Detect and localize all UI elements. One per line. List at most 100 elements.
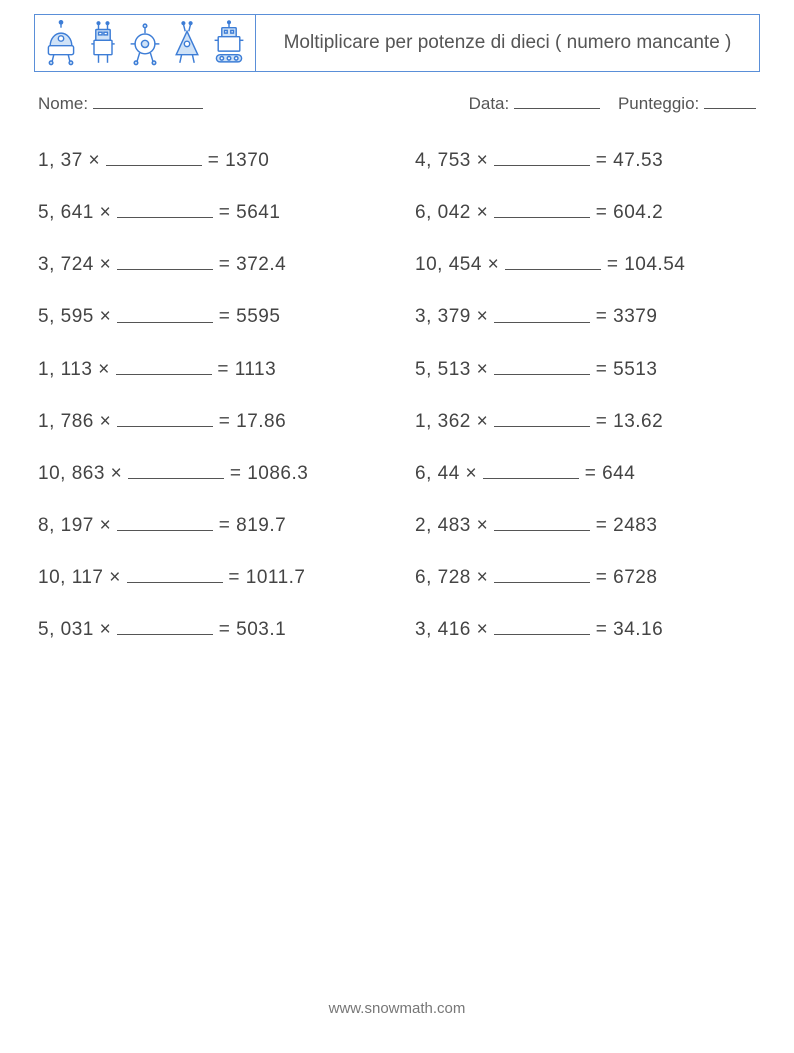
name-label: Nome: (38, 94, 88, 113)
problem: 4, 753 × = 47.53 (415, 150, 756, 172)
problem-result: 13.62 (613, 411, 663, 432)
problem-result: 1011.7 (246, 567, 306, 588)
problem-operand-a: 1, 362 (415, 411, 471, 432)
answer-blank[interactable] (494, 202, 590, 218)
problem-operand-a: 10, 863 (38, 463, 105, 484)
problem-operand-a: 6, 44 (415, 463, 460, 484)
problem: 10, 117 × = 1011.7 (38, 567, 379, 589)
problem-operand-a: 5, 641 (38, 202, 94, 223)
problem-result: 47.53 (613, 150, 663, 171)
problem: 3, 379 × = 3379 (415, 306, 756, 328)
answer-blank[interactable] (116, 359, 212, 375)
problem-operand-a: 2, 483 (415, 515, 471, 536)
problem-operand-a: 6, 042 (415, 202, 471, 223)
answer-blank[interactable] (117, 254, 213, 270)
answer-blank[interactable] (127, 567, 223, 583)
problem-operand-a: 5, 595 (38, 307, 94, 328)
problem-operand-a: 3, 724 (38, 254, 94, 275)
problem-result: 5595 (236, 307, 280, 328)
problem-operand-a: 1, 113 (38, 359, 92, 380)
problems-grid: 1, 37 × = 1370 4, 753 × = 47.53 5, 641 × =… (34, 150, 760, 641)
answer-blank[interactable] (128, 463, 224, 479)
problem-operand-a: 6, 728 (415, 567, 471, 588)
answer-blank[interactable] (494, 306, 590, 322)
problem: 2, 483 × = 2483 (415, 515, 756, 537)
worksheet-title: Moltiplicare per potenze di dieci ( nume… (256, 15, 759, 71)
answer-blank[interactable] (494, 619, 590, 635)
problem-operand-a: 10, 117 (38, 567, 103, 588)
problem-result: 1113 (235, 359, 276, 380)
problem-result: 372.4 (236, 254, 286, 275)
answer-blank[interactable] (494, 567, 590, 583)
problem: 1, 113 × = 1113 (38, 359, 379, 381)
problem: 6, 042 × = 604.2 (415, 202, 756, 224)
problem: 8, 197 × = 819.7 (38, 515, 379, 537)
problem-result: 3379 (613, 307, 657, 328)
problem-operand-a: 5, 513 (415, 359, 471, 380)
answer-blank[interactable] (494, 359, 590, 375)
answer-blank[interactable] (117, 202, 213, 218)
answer-blank[interactable] (483, 463, 579, 479)
score-field: Punteggio: (618, 94, 756, 114)
problem: 1, 37 × = 1370 (38, 150, 379, 172)
robot-icon (169, 20, 205, 66)
problem: 3, 416 × = 34.16 (415, 619, 756, 641)
problem: 5, 031 × = 503.1 (38, 619, 379, 641)
answer-blank[interactable] (494, 150, 590, 166)
problem-result: 17.86 (236, 411, 286, 432)
date-field: Data: (469, 94, 600, 114)
problem: 10, 863 × = 1086.3 (38, 463, 379, 485)
problem-result: 604.2 (613, 202, 663, 223)
problem-result: 1086.3 (247, 463, 308, 484)
problem-operand-a: 10, 454 (415, 254, 482, 275)
problem: 10, 454 × = 104.54 (415, 254, 756, 276)
problem-result: 5513 (613, 359, 657, 380)
footer-url: www.snowmath.com (0, 1000, 794, 1017)
worksheet-header: Moltiplicare per potenze di dieci ( nume… (34, 14, 760, 72)
info-line: Nome: Data: Punteggio: (34, 94, 760, 114)
robot-icon (43, 20, 79, 66)
problem: 5, 513 × = 5513 (415, 359, 756, 381)
problem-operand-a: 5, 031 (38, 619, 94, 640)
answer-blank[interactable] (494, 411, 590, 427)
robot-icon (85, 20, 121, 66)
problem: 6, 44 × = 644 (415, 463, 756, 485)
problem-operand-a: 1, 786 (38, 411, 94, 432)
problem: 6, 728 × = 6728 (415, 567, 756, 589)
problem: 1, 362 × = 13.62 (415, 411, 756, 433)
problem-result: 644 (602, 463, 635, 484)
problem-result: 5641 (236, 202, 280, 223)
problem-operand-a: 1, 37 (38, 150, 83, 171)
name-field: Nome: (38, 94, 469, 114)
problem: 5, 641 × = 5641 (38, 202, 379, 224)
answer-blank[interactable] (505, 254, 601, 270)
date-label: Data: (469, 94, 510, 113)
problem-operand-a: 3, 379 (415, 307, 471, 328)
answer-blank[interactable] (117, 515, 213, 531)
date-blank[interactable] (514, 95, 600, 109)
answer-blank[interactable] (494, 515, 590, 531)
score-label: Punteggio: (618, 94, 699, 113)
robot-icon (211, 20, 247, 66)
answer-blank[interactable] (117, 306, 213, 322)
answer-blank[interactable] (106, 150, 202, 166)
problem-operand-a: 4, 753 (415, 150, 471, 171)
problem-result: 104.54 (624, 254, 685, 275)
problem-operand-a: 8, 197 (38, 515, 94, 536)
robot-icon (127, 20, 163, 66)
problem-result: 819.7 (236, 515, 286, 536)
problem-result: 6728 (613, 567, 657, 588)
problem-result: 503.1 (236, 619, 286, 640)
problem: 1, 786 × = 17.86 (38, 411, 379, 433)
problem-operand-a: 3, 416 (415, 619, 471, 640)
problem-result: 1370 (225, 150, 269, 171)
problem-result: 34.16 (613, 619, 663, 640)
answer-blank[interactable] (117, 411, 213, 427)
problem-result: 2483 (613, 515, 657, 536)
score-blank[interactable] (704, 95, 756, 109)
problem: 3, 724 × = 372.4 (38, 254, 379, 276)
answer-blank[interactable] (117, 619, 213, 635)
name-blank[interactable] (93, 95, 203, 109)
problem: 5, 595 × = 5595 (38, 306, 379, 328)
robot-icons (35, 15, 256, 71)
